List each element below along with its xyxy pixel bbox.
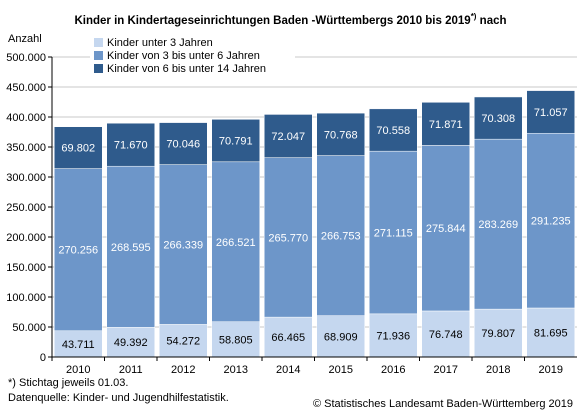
footnote: *) Stichtag jeweils 01.03. <box>8 377 129 389</box>
bar-segment <box>264 114 313 158</box>
y-tick-label: 350.000 <box>6 142 46 154</box>
bar-segment <box>474 138 523 310</box>
bar-segment <box>369 108 418 152</box>
x-tick-label: 2013 <box>224 364 248 376</box>
legend-item-6-to-14: Kinder von 6 bis unter 14 Jahren <box>94 63 266 75</box>
bar-segment <box>54 330 103 358</box>
bar-segment <box>421 145 470 312</box>
data-label: 266.339 <box>163 240 203 252</box>
legend-swatch-3-to-6 <box>94 51 103 60</box>
bar-segment <box>264 157 313 318</box>
data-label: 66.465 <box>271 332 305 344</box>
bar-segment <box>211 321 260 358</box>
legend-item-under-3: Kinder unter 3 Jahren <box>94 37 213 49</box>
data-label: 69.802 <box>61 143 95 155</box>
data-label: 79.807 <box>481 328 515 340</box>
data-label: 291.235 <box>531 216 571 228</box>
x-tick-label: 2012 <box>171 364 195 376</box>
y-tick-label: 250.000 <box>6 202 46 214</box>
copyright: © Statistisches Landesamt Baden-Württemb… <box>312 398 573 410</box>
data-label: 76.748 <box>429 329 463 341</box>
data-label: 71.670 <box>114 140 148 152</box>
x-tick-label: 2011 <box>119 364 143 376</box>
bar-segment <box>526 132 575 309</box>
x-tick-label: 2015 <box>329 364 353 376</box>
y-tick-label: 500.000 <box>6 52 46 64</box>
y-axis-label: Anzahl <box>8 33 42 45</box>
data-label: 43.711 <box>62 339 95 351</box>
data-label: 81.695 <box>534 327 568 339</box>
data-label: 70.768 <box>324 129 358 141</box>
bar-segment <box>421 102 470 146</box>
bar-segment <box>159 164 208 325</box>
bar-segment <box>54 168 103 332</box>
legend: Kinder unter 3 Jahren Kinder von 3 bis u… <box>90 36 295 76</box>
bar-segment <box>369 150 418 315</box>
bar-segment <box>211 161 260 322</box>
data-label: 70.791 <box>219 136 253 148</box>
bar-segment <box>421 310 470 358</box>
data-label: 265.770 <box>268 232 308 244</box>
legend-swatch-under-3 <box>94 38 103 47</box>
x-tick-label: 2019 <box>539 364 563 376</box>
x-tick-label: 2018 <box>486 364 510 376</box>
data-label: 70.046 <box>166 139 200 151</box>
bar-segment <box>369 313 418 358</box>
y-tick-label: 0 <box>40 352 46 364</box>
y-tick-label: 150.000 <box>6 262 46 274</box>
y-tick-label: 100.000 <box>6 292 46 304</box>
bar-segment <box>54 126 103 169</box>
data-label: 270.256 <box>58 245 98 257</box>
bar-segment <box>526 90 575 134</box>
data-label: 54.272 <box>166 336 200 348</box>
data-label: 71.871 <box>429 119 463 131</box>
chart-title-text: Kinder in Kindertageseinrichtungen Baden… <box>74 14 471 27</box>
legend-label-3-to-6: Kinder von 3 bis unter 6 Jahren <box>107 50 260 62</box>
legend-label-under-3: Kinder unter 3 Jahren <box>107 37 213 49</box>
y-tick-label: 200.000 <box>6 232 46 244</box>
bar-segment <box>106 327 155 358</box>
chart-title-footnote-marker: *) <box>470 12 477 21</box>
legend-label-6-to-14: Kinder von 6 bis unter 14 Jahren <box>107 63 266 75</box>
bar-segment <box>474 96 523 140</box>
bar-segment <box>159 324 208 358</box>
data-label: 58.805 <box>219 334 253 346</box>
chart-title: Kinder in Kindertageseinrichtungen Baden… <box>0 12 581 27</box>
data-label: 72.047 <box>271 131 305 143</box>
bar-segment <box>159 122 208 165</box>
x-tick-label: 2016 <box>381 364 405 376</box>
y-tick-label: 400.000 <box>6 112 46 124</box>
data-label: 266.753 <box>321 231 361 243</box>
x-tick-label: 2014 <box>276 364 300 376</box>
bar-segment <box>316 155 365 316</box>
data-source: Datenquelle: Kinder- und Jugendhilfestat… <box>8 392 229 404</box>
bar-segment <box>316 315 365 358</box>
data-label: 266.521 <box>216 237 256 249</box>
x-tick-label: 2017 <box>434 364 458 376</box>
bar-segment <box>264 316 313 358</box>
bar-segment <box>316 112 365 156</box>
data-label: 283.269 <box>478 219 518 231</box>
y-tick-label: 50.000 <box>12 322 46 334</box>
y-tick-label: 300.000 <box>6 172 46 184</box>
legend-item-3-to-6: Kinder von 3 bis unter 6 Jahren <box>94 50 260 62</box>
data-label: 71.936 <box>376 330 410 342</box>
chart-title-suffix: nach <box>476 14 507 27</box>
data-label: 275.844 <box>426 223 466 235</box>
x-tick-label: 2010 <box>66 364 90 376</box>
bar-segment <box>211 119 260 163</box>
data-label: 71.057 <box>534 107 568 119</box>
bar-segment <box>106 122 155 167</box>
data-label: 70.558 <box>376 125 410 137</box>
data-label: 49.392 <box>114 337 148 349</box>
bar-segment <box>106 165 155 328</box>
data-label: 268.595 <box>111 242 151 254</box>
data-label: 68.909 <box>324 331 358 343</box>
data-label: 271.115 <box>374 228 413 240</box>
data-label: 70.308 <box>481 113 515 125</box>
legend-swatch-6-to-14 <box>94 64 103 73</box>
y-tick-label: 450.000 <box>6 82 46 94</box>
